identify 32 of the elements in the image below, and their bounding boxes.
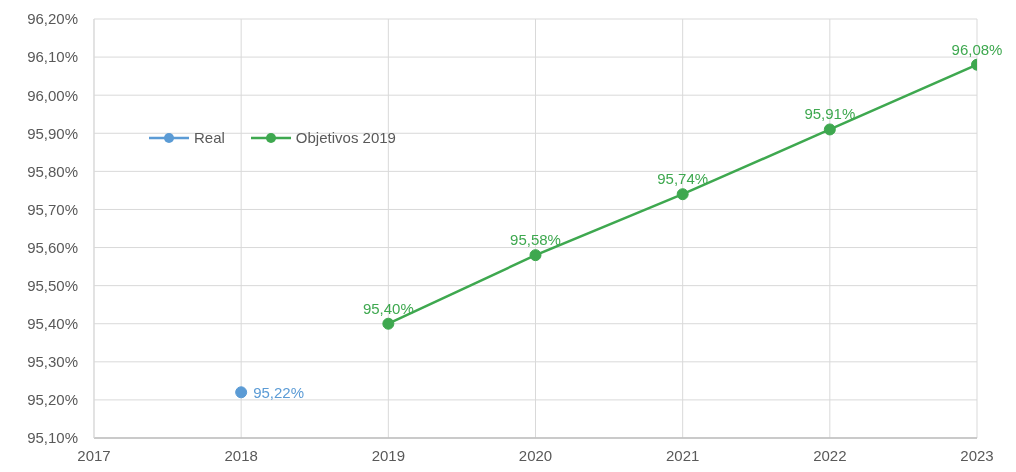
y-tick-label: 95,30%: [27, 353, 78, 371]
data-label: 95,91%: [804, 105, 856, 123]
data-label: 96,08%: [951, 40, 1003, 58]
point: [676, 188, 689, 201]
y-tick-label: 96,00%: [27, 86, 78, 104]
x-tick-label: 2020: [518, 446, 553, 464]
y-tick-label: 95,60%: [27, 238, 78, 256]
point: [529, 249, 542, 262]
data-label: 95,40%: [362, 299, 414, 317]
x-tick-label: 2017: [77, 446, 111, 464]
x-tick-label: 2023: [960, 446, 994, 464]
legend-label: Real: [194, 129, 225, 146]
data-label: 95,22%: [253, 383, 305, 401]
y-tick-label: 95,10%: [27, 429, 78, 447]
y-tick-label: 95,90%: [27, 124, 78, 142]
data-label: 95,74%: [657, 170, 709, 188]
y-tick-label: 96,20%: [27, 10, 78, 28]
y-tick-label: 95,50%: [27, 276, 78, 294]
y-tick-label: 95,70%: [27, 200, 78, 218]
point: [823, 123, 836, 136]
x-tick-label: 2019: [371, 446, 406, 464]
y-tick-label: 95,40%: [27, 315, 78, 333]
y-tick-label: 96,10%: [27, 48, 78, 66]
legend-label: Objetivos 2019: [295, 129, 396, 146]
x-tick-label: 2021: [665, 446, 700, 464]
x-tick-label: 2022: [813, 446, 847, 464]
y-tick-label: 95,80%: [27, 162, 78, 180]
point: [235, 386, 248, 399]
point: [382, 317, 395, 330]
data-label: 95,58%: [510, 231, 561, 249]
x-tick-label: 2018: [224, 446, 258, 464]
y-tick-label: 95,20%: [27, 391, 78, 409]
